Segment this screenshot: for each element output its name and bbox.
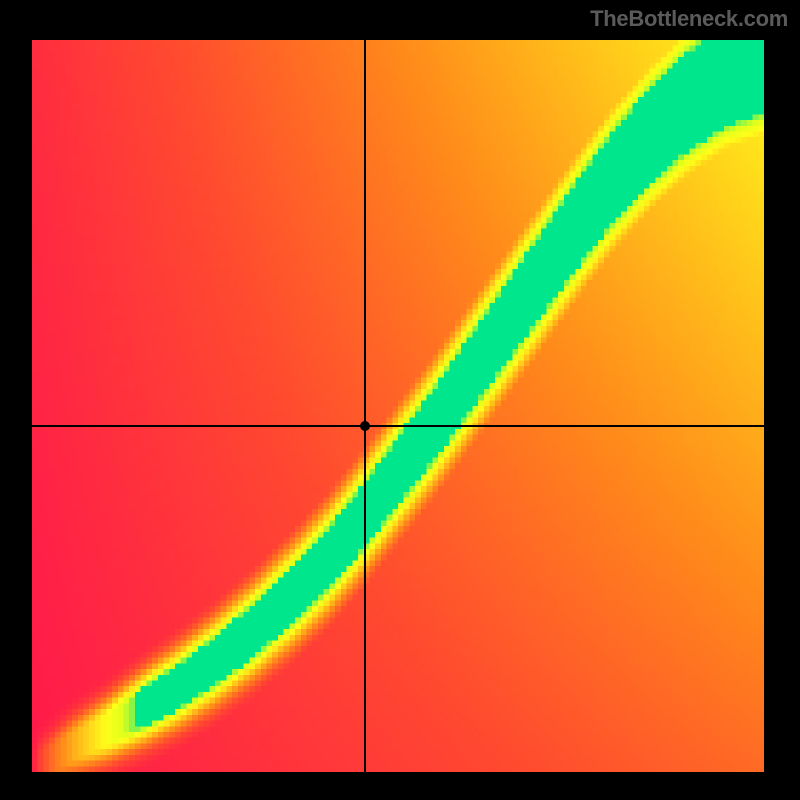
crosshair-horizontal: [32, 425, 764, 427]
heatmap-canvas: [32, 40, 764, 772]
attribution-text: TheBottleneck.com: [590, 6, 788, 32]
crosshair-vertical: [364, 40, 366, 772]
heatmap-plot: [32, 40, 764, 772]
marker-dot: [360, 421, 370, 431]
